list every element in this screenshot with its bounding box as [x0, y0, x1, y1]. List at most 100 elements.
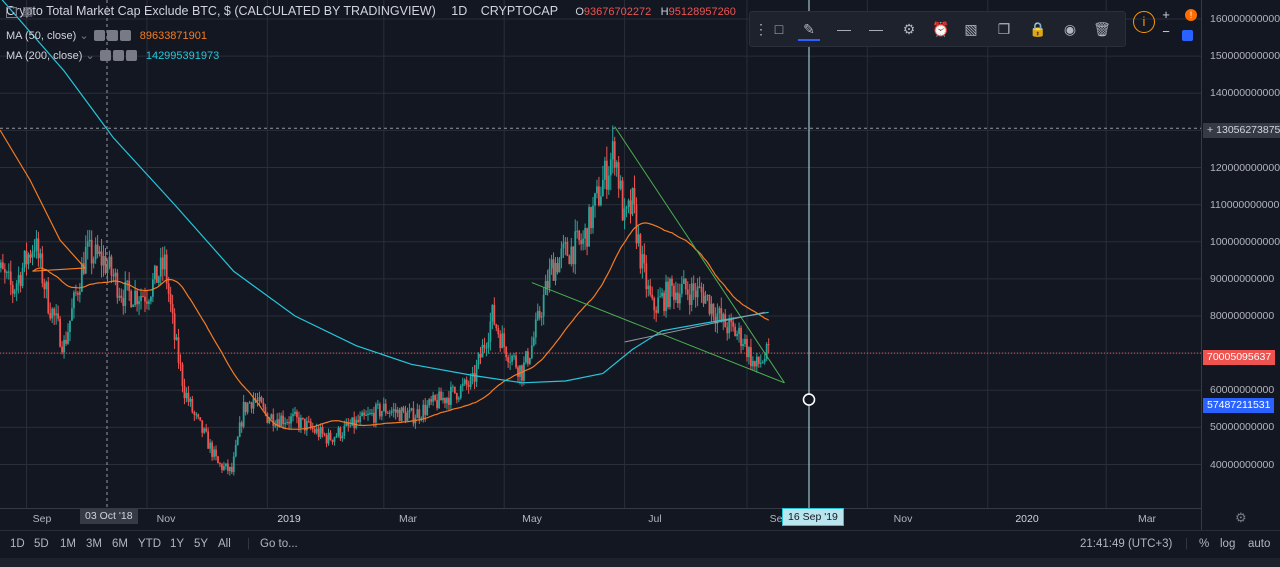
trash-icon[interactable]: 🗑	[1093, 21, 1111, 37]
candle-body	[629, 200, 632, 215]
legend-ma200[interactable]: MA (200, close) ⌄ 142995391973	[6, 49, 219, 63]
goto-button[interactable]: Go to...	[260, 538, 298, 550]
candle-body	[665, 281, 667, 312]
candle-body	[179, 362, 182, 365]
candle-body	[266, 412, 269, 423]
close-icon[interactable]	[119, 29, 131, 41]
candle-body	[712, 303, 715, 317]
range-button-6m[interactable]: 6M	[112, 538, 128, 550]
candle-body	[560, 248, 563, 259]
candle-body	[546, 280, 549, 288]
zoom-out-icon[interactable]: −	[1162, 24, 1170, 39]
candle-body	[96, 244, 99, 254]
settings-gear-icon[interactable]: ⚙	[1235, 510, 1247, 525]
candle-body	[110, 256, 113, 276]
gear-icon[interactable]	[112, 49, 124, 61]
clone-icon[interactable]: ❐	[997, 21, 1011, 37]
candle-body	[331, 439, 334, 442]
candle-body	[94, 244, 97, 260]
candle-body	[552, 259, 555, 281]
close-icon[interactable]	[125, 49, 137, 61]
drag-handle-icon[interactable]: ⋮	[754, 21, 768, 37]
candle-body	[503, 333, 506, 348]
candle-body	[337, 427, 340, 436]
candle-body	[288, 422, 290, 424]
chevron-down-icon[interactable]: ⌄	[85, 50, 95, 62]
candle-body	[298, 417, 300, 428]
candle-body	[278, 419, 281, 427]
candle-body	[373, 412, 375, 423]
chart-area[interactable]	[0, 0, 1201, 508]
gear-icon[interactable]	[106, 29, 118, 41]
range-button-all[interactable]: All	[218, 538, 231, 550]
range-button-5d[interactable]: 5D	[34, 538, 49, 550]
time-axis[interactable]: Sep Nov 2019 Mar May Jul Se Nov 2020 Mar	[0, 508, 1201, 531]
range-button-1d[interactable]: 1D	[10, 538, 25, 550]
candle-body	[112, 275, 115, 277]
candle-body	[181, 364, 184, 387]
visibility-icon[interactable]: ◉	[1063, 21, 1077, 37]
warning-icon[interactable]: !	[1185, 9, 1197, 21]
candle-body	[376, 404, 379, 406]
candle-body	[375, 404, 377, 423]
percent-toggle[interactable]: %	[1199, 538, 1210, 550]
chart-style-icon[interactable]: ▦	[22, 4, 34, 18]
collapse-icon[interactable]	[6, 7, 17, 18]
range-button-1y[interactable]: 1Y	[170, 538, 185, 550]
lock-icon[interactable]: 🔒	[1029, 21, 1047, 37]
range-button-1m[interactable]: 1M	[60, 538, 76, 550]
screenshot-icon[interactable]	[1182, 30, 1193, 41]
price-axis[interactable]: 160000000000 150000000000 140000000000 1200…	[1201, 0, 1280, 530]
candle-body	[55, 313, 58, 316]
candle-body	[329, 432, 332, 440]
settings-icon[interactable]: ⚙	[902, 21, 916, 37]
candle-body	[497, 328, 500, 335]
candle-body	[65, 339, 67, 344]
legend-ma50[interactable]: MA (50, close) ⌄ 89633871901	[6, 29, 207, 43]
interval-label[interactable]: 1D	[451, 4, 468, 18]
zoom-in-icon[interactable]: +	[1162, 7, 1170, 22]
clock-label[interactable]: 21:41:49 (UTC+3)	[1080, 538, 1173, 550]
log-toggle[interactable]: log	[1220, 538, 1236, 550]
pencil-icon[interactable]: ✎	[798, 19, 820, 41]
candle-body	[706, 295, 709, 297]
candle-body	[246, 403, 249, 413]
candle-body	[104, 256, 107, 274]
candle-body	[525, 351, 527, 363]
line-width-icon[interactable]: —	[869, 21, 883, 37]
candle-body	[623, 208, 626, 221]
candle-body	[282, 415, 285, 425]
candle-body	[639, 234, 642, 269]
candle-body	[175, 337, 178, 340]
candle-body	[382, 403, 385, 412]
candle-body	[19, 275, 22, 286]
candle-body	[120, 295, 123, 299]
range-button-3m[interactable]: 3M	[86, 538, 102, 550]
candle-body	[226, 463, 229, 472]
candle-body	[455, 393, 458, 400]
candle-body	[260, 397, 263, 403]
drawing-toolbar[interactable]: ⋮ □ ✎ — — ⚙ ⏰ ▧ ❐ 🔒 ◉ 🗑	[749, 11, 1126, 47]
candle-body	[146, 301, 148, 304]
select-icon[interactable]: □	[774, 21, 784, 37]
candle-body	[426, 405, 429, 415]
auto-toggle[interactable]: auto	[1248, 538, 1271, 550]
line-style-icon[interactable]: —	[837, 21, 851, 37]
range-button-5y[interactable]: 5Y	[194, 538, 209, 550]
info-icon[interactable]: i	[1133, 11, 1155, 33]
alert-icon[interactable]: ⏰	[932, 21, 950, 37]
candle-body	[550, 259, 553, 269]
templates-icon[interactable]: ▧	[964, 21, 978, 37]
symbol-title[interactable]: Crypto Total Market Cap Exclude BTC, $ (…	[6, 4, 436, 18]
chevron-down-icon[interactable]: ⌄	[79, 30, 89, 42]
chart-header: Crypto Total Market Cap Exclude BTC, $ (…	[6, 4, 736, 18]
candle-body	[126, 280, 129, 282]
range-button-ytd[interactable]: YTD	[138, 538, 161, 550]
candle-body	[556, 263, 559, 273]
candle-body	[138, 301, 140, 305]
eye-icon[interactable]	[99, 49, 111, 61]
time-tick-label: Nov	[156, 513, 176, 525]
eye-icon[interactable]	[93, 29, 105, 41]
chart-svg[interactable]	[0, 0, 1201, 508]
candle-body	[459, 386, 462, 398]
